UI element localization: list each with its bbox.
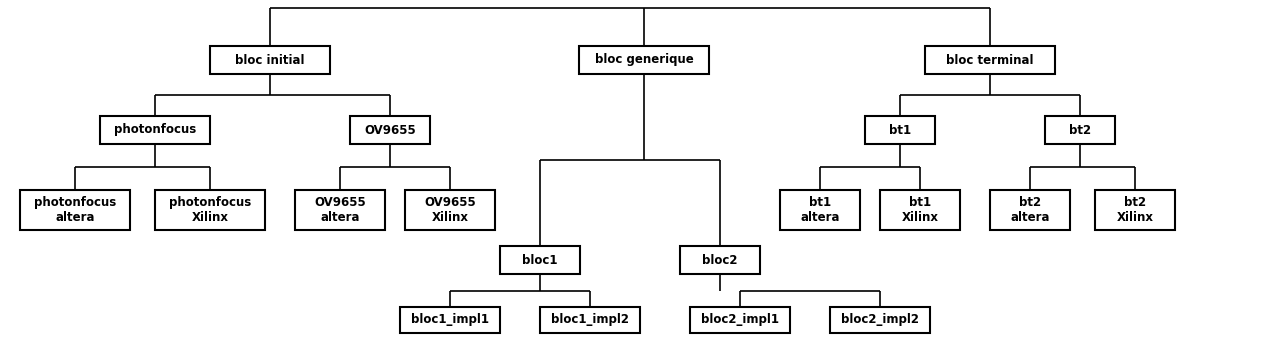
- FancyBboxPatch shape: [925, 46, 1055, 74]
- Text: bt1
altera: bt1 altera: [800, 196, 840, 224]
- Text: bloc generique: bloc generique: [595, 53, 693, 67]
- FancyBboxPatch shape: [350, 116, 430, 144]
- Text: bloc1: bloc1: [522, 253, 558, 267]
- Text: bloc initial: bloc initial: [236, 53, 305, 67]
- FancyBboxPatch shape: [880, 190, 960, 230]
- Text: photonfocus
altera: photonfocus altera: [33, 196, 116, 224]
- Text: photonfocus: photonfocus: [113, 124, 196, 137]
- FancyBboxPatch shape: [1045, 116, 1115, 144]
- Text: OV9655: OV9655: [365, 124, 416, 137]
- Text: bt1
Xilinx: bt1 Xilinx: [902, 196, 939, 224]
- FancyBboxPatch shape: [401, 307, 500, 333]
- Text: bloc1_impl1: bloc1_impl1: [411, 314, 489, 326]
- FancyBboxPatch shape: [990, 190, 1070, 230]
- FancyBboxPatch shape: [580, 46, 708, 74]
- FancyBboxPatch shape: [210, 46, 330, 74]
- FancyBboxPatch shape: [21, 190, 130, 230]
- Text: bt2: bt2: [1069, 124, 1091, 137]
- FancyBboxPatch shape: [866, 116, 935, 144]
- FancyBboxPatch shape: [100, 116, 210, 144]
- Text: bloc2_impl2: bloc2_impl2: [841, 314, 920, 326]
- FancyBboxPatch shape: [829, 307, 930, 333]
- Text: bloc2_impl1: bloc2_impl1: [701, 314, 779, 326]
- Text: bloc2: bloc2: [702, 253, 738, 267]
- Text: bloc1_impl2: bloc1_impl2: [551, 314, 629, 326]
- Text: OV9655
altera: OV9655 altera: [314, 196, 366, 224]
- FancyBboxPatch shape: [781, 190, 860, 230]
- FancyBboxPatch shape: [680, 246, 760, 274]
- FancyBboxPatch shape: [540, 307, 640, 333]
- Text: photonfocus
Xilinx: photonfocus Xilinx: [169, 196, 251, 224]
- FancyBboxPatch shape: [155, 190, 265, 230]
- FancyBboxPatch shape: [690, 307, 790, 333]
- FancyBboxPatch shape: [1095, 190, 1175, 230]
- Text: bt2
Xilinx: bt2 Xilinx: [1117, 196, 1154, 224]
- FancyBboxPatch shape: [404, 190, 495, 230]
- FancyBboxPatch shape: [295, 190, 385, 230]
- Text: bloc terminal: bloc terminal: [947, 53, 1034, 67]
- Text: OV9655
Xilinx: OV9655 Xilinx: [424, 196, 475, 224]
- Text: bt1: bt1: [889, 124, 911, 137]
- Text: bt2
altera: bt2 altera: [1010, 196, 1050, 224]
- FancyBboxPatch shape: [500, 246, 580, 274]
